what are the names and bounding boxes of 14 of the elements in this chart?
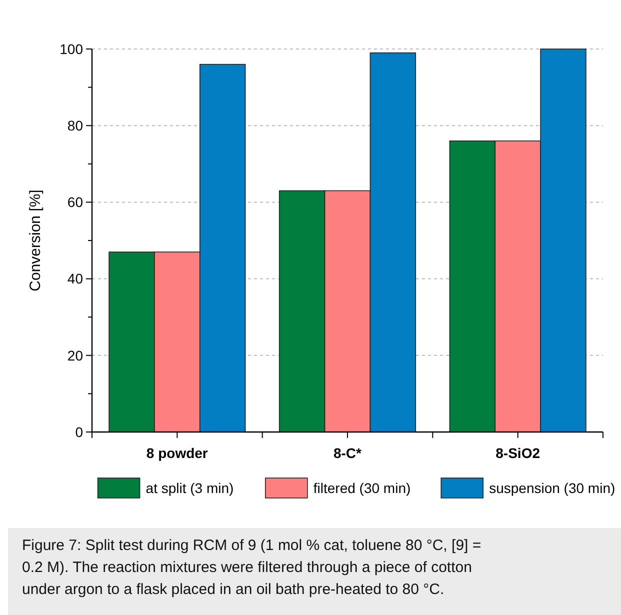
legend-label: suspension (30 min) [489, 480, 616, 496]
x-tick-label: 8 powder [146, 445, 208, 461]
x-tick-label: 8-SiO2 [496, 445, 540, 461]
y-tick-label: 0 [75, 424, 84, 440]
y-tick-label: 40 [67, 270, 84, 287]
y-tick-label: 80 [67, 118, 84, 134]
y-tick-label: 60 [67, 194, 84, 210]
y-tick-label: 20 [67, 347, 84, 364]
caption: Figure 7: Split test during RCM of 9 (1 mol % cat, toluene 80 °C, [9] = 0.2 M). The reaction mixtures were filtered through a piece of cotton under argon to a flask placed in an oil bath pre-heated to 80 °C. [22, 537, 482, 598]
y-axis-title: Conversion [%] [27, 190, 44, 292]
legend-label: at split (3 min) [146, 480, 234, 496]
legend-label: filtered (30 min) [313, 480, 411, 496]
x-tick-label: 8-C* [333, 445, 362, 461]
y-tick-label: 100 [60, 40, 84, 57]
